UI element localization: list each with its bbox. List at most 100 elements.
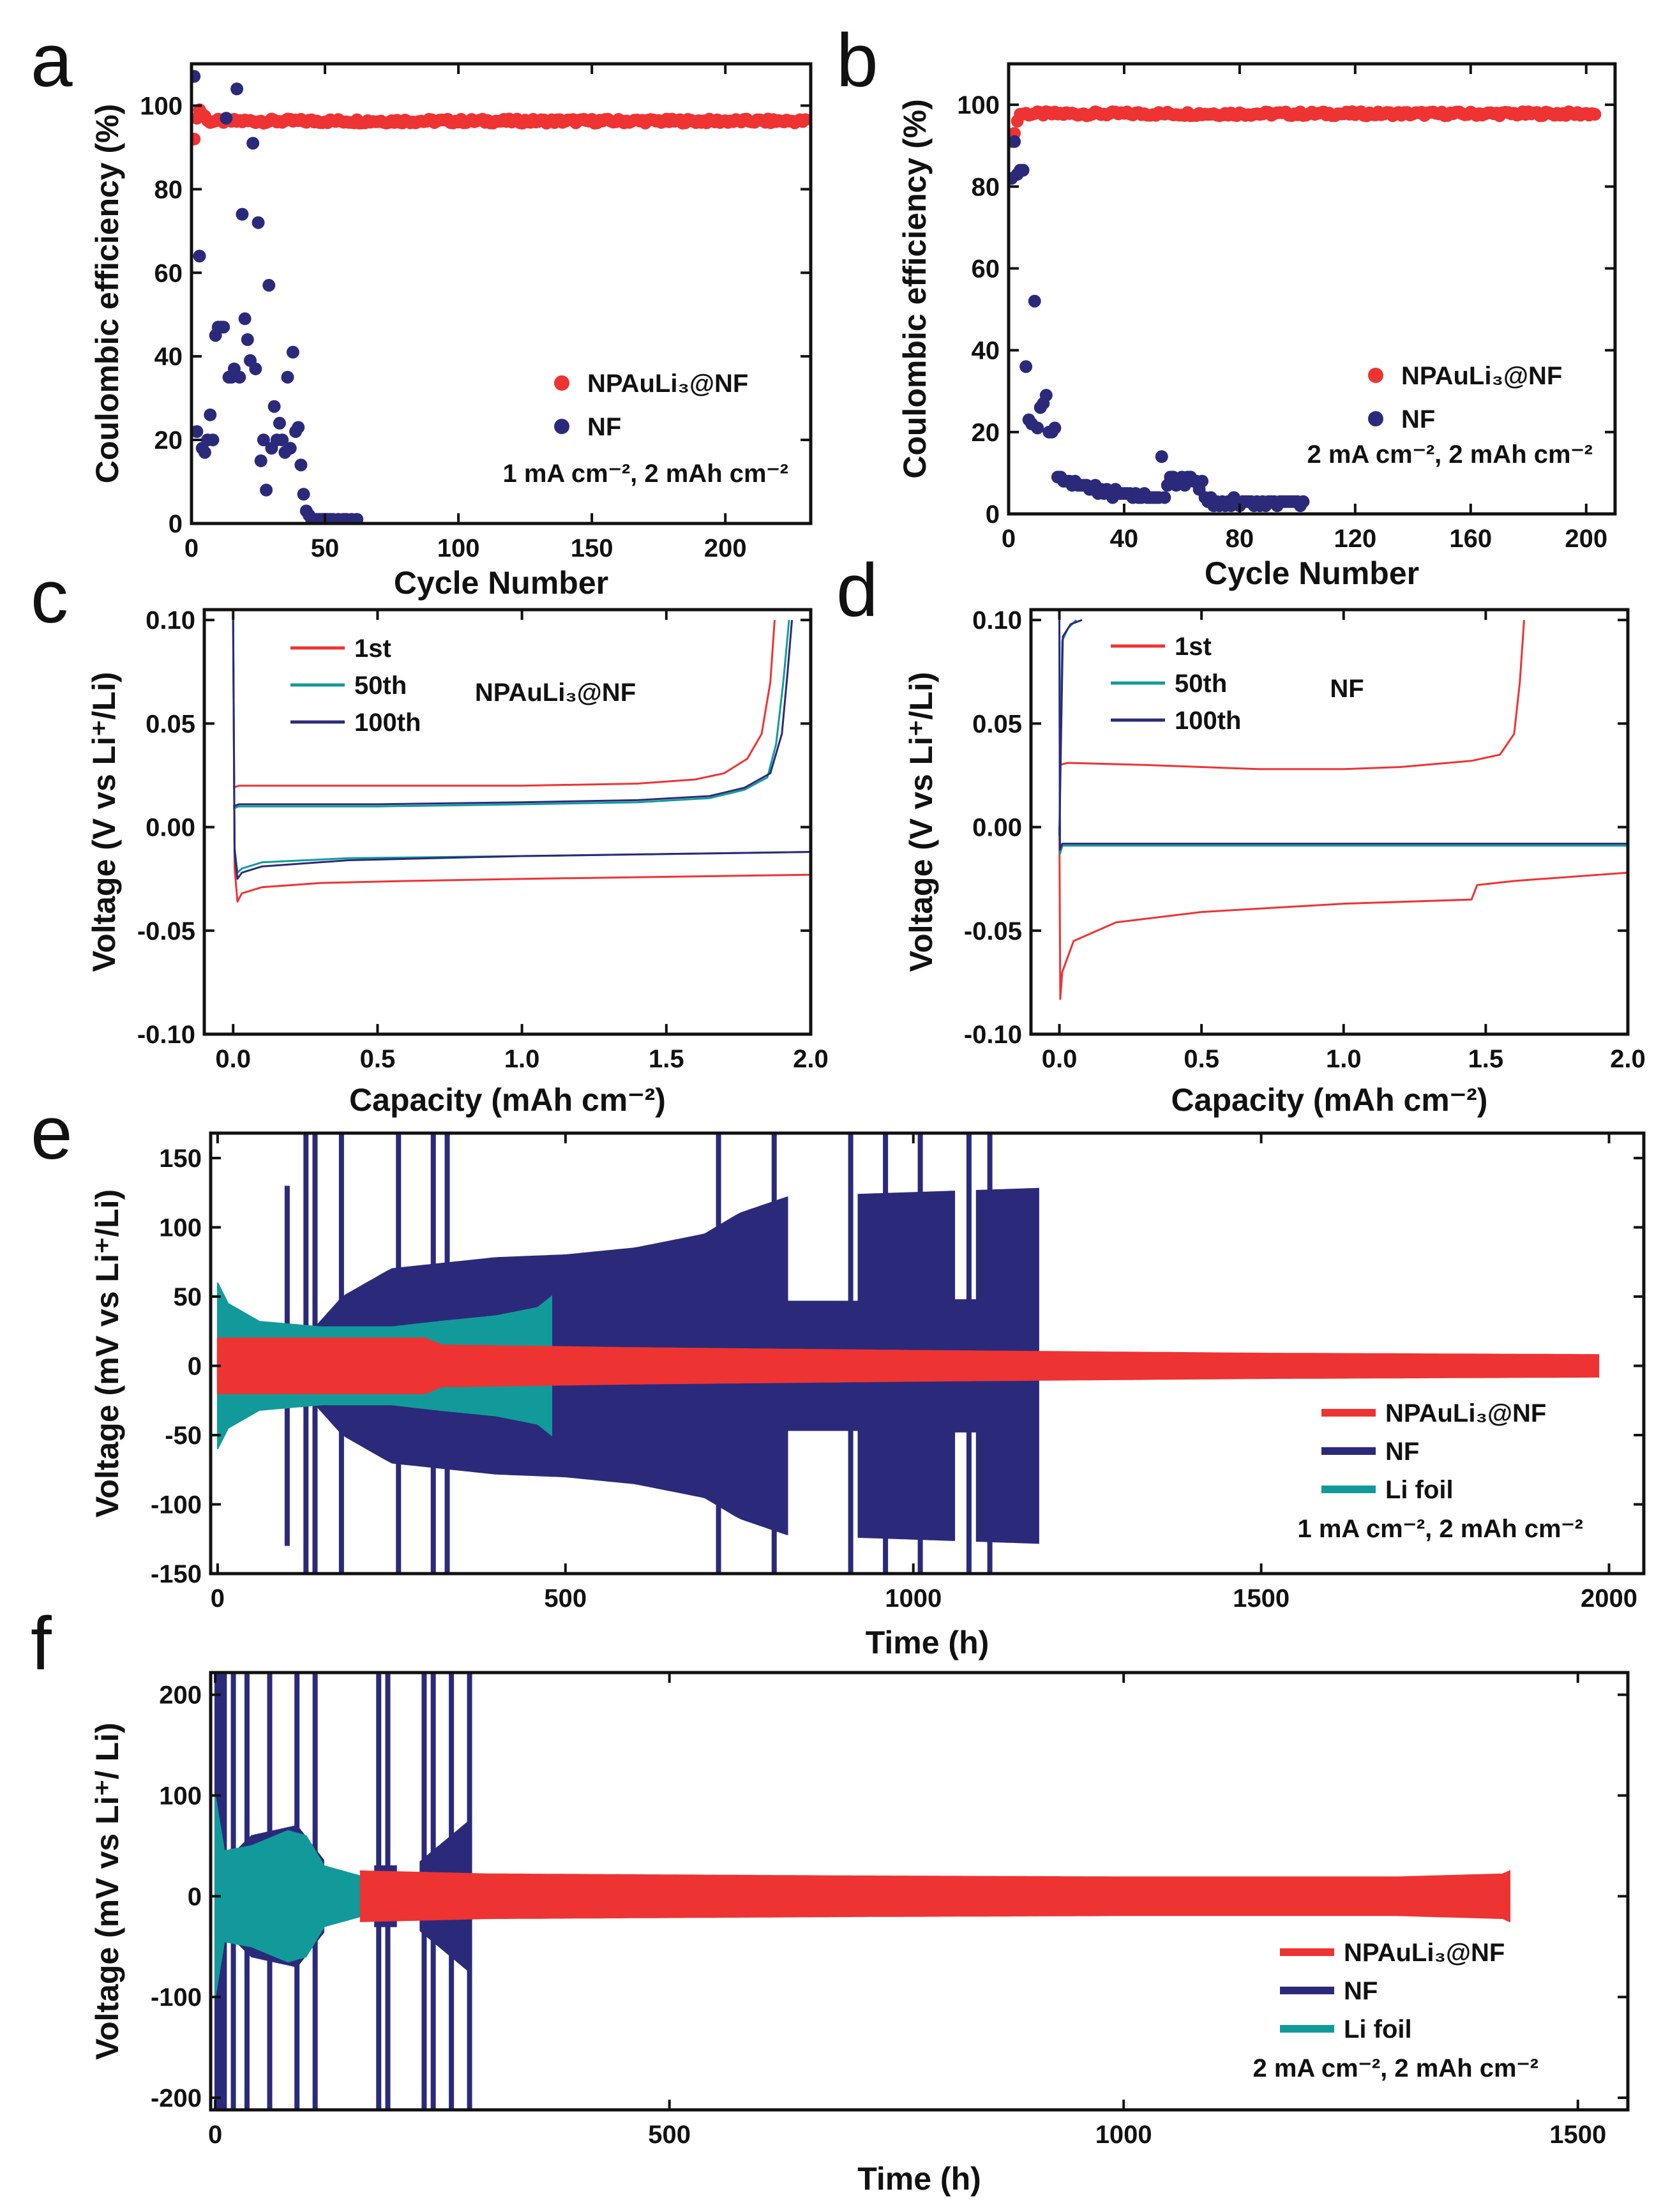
legend: NPAuLi₃@NF NF [554, 370, 748, 441]
series-band-npaulinf [216, 1337, 1600, 1394]
data-point [1588, 108, 1602, 121]
y-tick-label: 0.10 [972, 606, 1022, 635]
data-point [220, 112, 233, 125]
legend-marker [1368, 368, 1383, 383]
data-point [260, 483, 273, 497]
envelope-gap [788, 1431, 858, 1544]
legend-marker [554, 375, 569, 391]
y-tick-label: 80 [154, 176, 183, 204]
series-nf [192, 70, 364, 523]
series-line-1st [232, 620, 811, 903]
series-band-npaulinf [359, 1870, 1510, 1923]
panel-letter-d: d [836, 548, 878, 633]
plot-frame [1029, 608, 1630, 1036]
y-tick-label: 100 [140, 92, 183, 120]
legend: 1st 50th 100th [1111, 633, 1242, 735]
data-point [198, 446, 211, 459]
x-tick-label: 200 [704, 534, 747, 562]
x-axis-title: Time (h) [857, 2161, 981, 2197]
data-point [267, 400, 281, 413]
series-line-1st [1059, 620, 1525, 771]
x-tick-label: 0.5 [1184, 1045, 1219, 1073]
x-tick-label: 150 [571, 534, 613, 562]
chart-panel-c: 0.0 0.5 1.0 1.5 2.0 -0.10 -0.05 0.00 0.05 0.10 Cap… [86, 606, 829, 1118]
y-tick-label: 0.00 [146, 814, 195, 842]
legend-label: 100th [354, 709, 421, 737]
data-point [1155, 450, 1168, 463]
plot-frame [209, 1671, 1630, 2112]
chart-panel-b: 0 40 80 120 160 200 0 20 40 60 80 100 Cycle Number Co… [897, 62, 1617, 591]
y-tick-label: -200 [151, 2084, 202, 2112]
y-tick-label: 60 [154, 259, 183, 287]
panel-letter-c: c [31, 555, 68, 639]
data-point [286, 345, 299, 359]
y-tick-label: 150 [159, 1145, 202, 1173]
y-tick-label: 60 [972, 255, 1000, 283]
chart-panel-d: 0.0 0.5 1.0 1.5 2.0 -0.10 -0.05 0.00 0.05 0.10 Cap… [903, 606, 1646, 1118]
plot-area [214, 1673, 1510, 2110]
data-point [192, 425, 204, 438]
y-tick-label: 100 [957, 91, 1000, 119]
chart-panel-f: 0 500 1000 1500 -200 -100 0 100 200 Time (h) Volta… [89, 1671, 1630, 2197]
series-line-100th [1058, 620, 1628, 851]
plot-area [232, 620, 811, 903]
legend-label: NPAuLi₃@NF [1344, 1939, 1505, 1967]
plot-frame [209, 1131, 1646, 1576]
plot-area [1058, 619, 1628, 1000]
legend-label: Li foil [1385, 1476, 1454, 1504]
y-tick-label: -150 [151, 1560, 202, 1588]
y-tick-label: 0.05 [146, 710, 195, 738]
plot-area [1009, 105, 1602, 513]
y-axis-title: Coulombic efficiency (%) [89, 104, 125, 484]
y-tick-label: 200 [159, 1682, 202, 1710]
data-point [192, 70, 201, 83]
y-tick-label: -0.05 [964, 917, 1022, 945]
plot-area [192, 70, 811, 523]
x-axis-title: Capacity (mAh cm⁻²) [349, 1082, 666, 1118]
y-tick-label: 20 [972, 419, 1000, 447]
legend-label: NPAuLi₃@NF [1401, 362, 1562, 390]
legend-marker [554, 419, 569, 434]
data-point [1031, 421, 1044, 435]
plot-frame [190, 62, 813, 525]
x-tick-label: 0.5 [360, 1045, 396, 1073]
data-point [799, 113, 811, 126]
annotation: 2 mA cm⁻², 2 mAh cm⁻² [1307, 440, 1593, 469]
data-point [238, 312, 252, 326]
legend-label: NF [1344, 1977, 1378, 2005]
annotation: 1 mA cm⁻², 2 mAh cm⁻² [1297, 1515, 1583, 1543]
y-axis-title: Coulombic efficiency (%) [897, 99, 933, 479]
y-tick-label: -100 [151, 1983, 202, 2012]
legend-label: NPAuLi₃@NF [587, 370, 748, 398]
x-tick-label: 0 [208, 2121, 222, 2149]
series-npaulinf [1009, 105, 1602, 148]
data-point [254, 454, 267, 467]
legend-label: 1st [1175, 633, 1212, 661]
y-tick-label: 50 [174, 1283, 202, 1311]
data-point [206, 433, 220, 447]
legend: NPAuLi₃@NF NF Li foil [1321, 1399, 1546, 1504]
y-axis-title: Voltage (V vs Li⁺/Li) [903, 672, 939, 972]
x-tick-label: 1000 [1095, 2121, 1152, 2149]
y-axis-title: Voltage (V vs Li⁺/Li) [86, 672, 122, 972]
y-tick-label: 0 [188, 1353, 202, 1381]
data-point [236, 207, 249, 221]
legend-label: NF [587, 413, 621, 441]
data-point [283, 442, 297, 455]
legend: NPAuLi₃@NF NF Li foil [1280, 1939, 1505, 2043]
data-point [294, 458, 308, 472]
y-tick-label: -0.10 [137, 1021, 195, 1049]
annotation: 2 mA cm⁻², 2 mAh cm⁻² [1252, 2054, 1538, 2082]
y-axis-title: Voltage (mV vs Li⁺/ Li) [89, 1722, 125, 2059]
series-line-100th [1058, 619, 1083, 836]
x-tick-label: 1.5 [649, 1045, 684, 1073]
y-tick-label: 0.05 [972, 710, 1022, 738]
plot-frame [202, 608, 813, 1036]
x-axis-title: Time (h) [866, 1625, 989, 1660]
x-tick-label: 1.5 [1468, 1045, 1504, 1073]
x-axis-title: Cycle Number [1205, 555, 1419, 591]
annotation: NF [1330, 675, 1364, 703]
y-tick-label: -0.10 [964, 1021, 1022, 1049]
data-point [217, 320, 230, 334]
